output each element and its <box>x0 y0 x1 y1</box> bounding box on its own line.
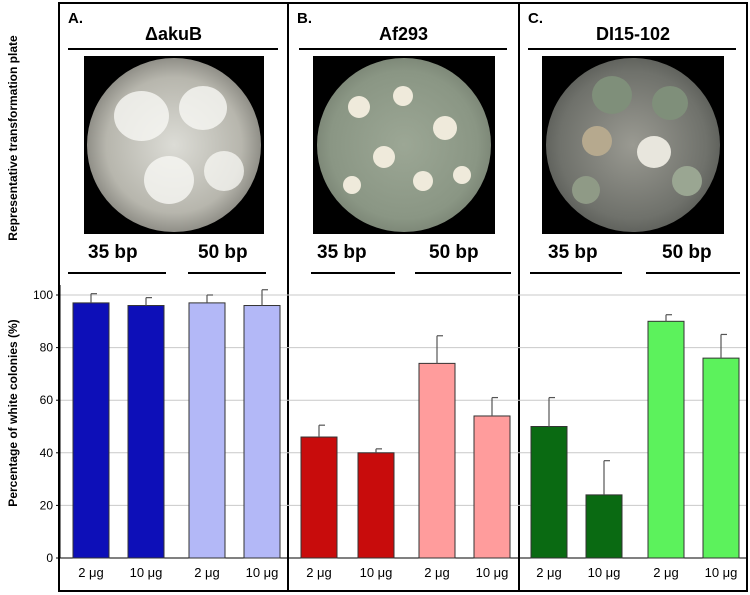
plate-photo-Af293 <box>313 56 495 234</box>
bar <box>530 426 568 559</box>
bar <box>127 305 165 559</box>
bp-underline-35 <box>530 272 622 274</box>
bar <box>72 302 110 559</box>
y-tick-label: 0 <box>46 551 53 565</box>
x-tick-label: 2 μg <box>653 565 679 580</box>
x-tick-label: 10 μg <box>246 565 279 580</box>
bp-label-35: 35 bp <box>317 242 367 263</box>
bp-label-35: 35 bp <box>548 242 598 263</box>
plate-photo-DI15-102 <box>542 56 724 234</box>
panel-letter: B. <box>297 10 312 27</box>
bp-underline-50 <box>646 272 740 274</box>
bp-label-50: 50 bp <box>662 242 712 263</box>
bar <box>300 436 338 559</box>
x-tick-label: 10 μg <box>588 565 621 580</box>
x-tick-label: 2 μg <box>78 565 104 580</box>
x-tick-label: 10 μg <box>705 565 738 580</box>
y-tick-label: 80 <box>40 341 54 355</box>
y-tick-label: 60 <box>40 393 54 407</box>
x-tick-label: 10 μg <box>130 565 163 580</box>
bp-underline-35 <box>68 272 166 274</box>
bp-label-50: 50 bp <box>429 242 479 263</box>
x-tick-label: 2 μg <box>194 565 220 580</box>
bar <box>188 302 226 559</box>
bp-underline-35 <box>311 272 395 274</box>
bar <box>702 357 740 559</box>
bp-underline-50 <box>415 272 511 274</box>
title-underline <box>299 48 507 50</box>
y-tick-label: 20 <box>40 498 54 512</box>
y-tick-label: 40 <box>40 446 54 460</box>
bp-label-50: 50 bp <box>198 242 248 263</box>
x-tick-label: 10 μg <box>476 565 509 580</box>
x-tick-label: 2 μg <box>424 565 450 580</box>
x-tick-label: 10 μg <box>360 565 393 580</box>
bar <box>243 305 281 559</box>
y-tick-label: 100 <box>33 288 53 302</box>
panel-letter: A. <box>68 10 83 27</box>
strain-title: Af293 <box>378 24 429 44</box>
panel-a: A. ΔakuB 35 bp 50 bp <box>58 2 289 592</box>
bp-underline-50 <box>188 272 266 274</box>
strain-title: ΔakuB <box>145 24 202 44</box>
bar <box>647 320 685 559</box>
bp-label-35: 35 bp <box>88 242 138 263</box>
title-underline <box>68 48 278 50</box>
strain-title: DI15-102 <box>595 24 671 44</box>
bar <box>357 452 395 559</box>
bar <box>418 362 456 559</box>
x-tick-label: 2 μg <box>306 565 332 580</box>
panel-c: C. DI15-102 35 bp 50 bp <box>518 2 748 592</box>
bar <box>473 415 511 559</box>
panel-letter: C. <box>528 10 543 27</box>
title-underline <box>528 48 736 50</box>
bar <box>585 494 623 559</box>
panel-b: B. Af293 35 bp 50 bp <box>287 2 520 592</box>
x-tick-label: 2 μg <box>536 565 562 580</box>
plate-photo-akuB <box>84 56 264 234</box>
